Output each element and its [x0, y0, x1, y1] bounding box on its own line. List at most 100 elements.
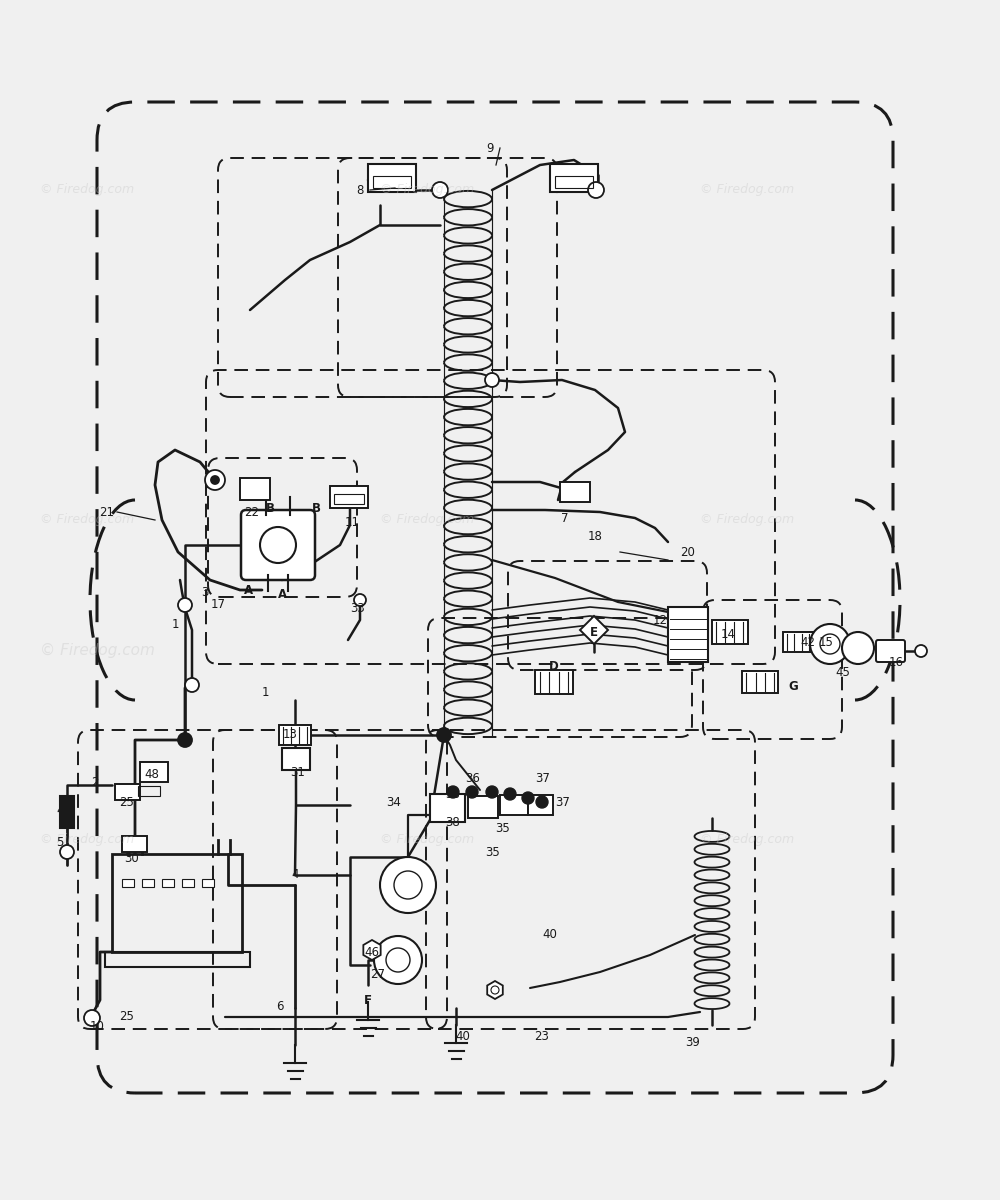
- Text: 4: 4: [56, 804, 64, 816]
- Text: E: E: [590, 625, 598, 638]
- Text: 17: 17: [210, 599, 226, 612]
- Circle shape: [260, 527, 296, 563]
- Bar: [712, 620, 748, 644]
- Text: 11: 11: [344, 516, 360, 528]
- Bar: [142, 878, 154, 887]
- Bar: [535, 670, 573, 694]
- Text: 4: 4: [291, 869, 299, 882]
- Text: A: A: [277, 588, 287, 601]
- Bar: [162, 878, 174, 887]
- Bar: [555, 176, 593, 188]
- Circle shape: [60, 845, 74, 859]
- Text: 48: 48: [145, 768, 159, 781]
- Circle shape: [386, 948, 410, 972]
- Bar: [528, 794, 553, 815]
- Bar: [60, 796, 74, 828]
- Text: 16: 16: [889, 655, 904, 668]
- Bar: [202, 878, 214, 887]
- Bar: [550, 164, 598, 192]
- Text: 37: 37: [556, 796, 570, 809]
- Circle shape: [178, 598, 192, 612]
- Text: 30: 30: [125, 852, 139, 864]
- Circle shape: [820, 634, 840, 654]
- Bar: [279, 725, 311, 745]
- Text: 27: 27: [370, 968, 386, 982]
- Text: 40: 40: [456, 1031, 470, 1044]
- Text: 35: 35: [486, 846, 500, 858]
- Bar: [105, 952, 250, 967]
- Text: B: B: [312, 502, 320, 515]
- Circle shape: [211, 476, 219, 484]
- Text: 22: 22: [244, 505, 260, 518]
- Circle shape: [466, 786, 478, 798]
- Text: © Firedog.com: © Firedog.com: [700, 834, 794, 846]
- Circle shape: [842, 632, 874, 664]
- Circle shape: [437, 728, 451, 742]
- Circle shape: [915, 646, 927, 658]
- Text: 9: 9: [486, 142, 494, 155]
- Bar: [430, 794, 465, 822]
- Text: 6: 6: [276, 1001, 284, 1014]
- Text: 36: 36: [466, 772, 480, 785]
- Text: 37: 37: [536, 772, 550, 785]
- Text: 25: 25: [120, 1010, 134, 1024]
- Bar: [368, 164, 416, 192]
- FancyBboxPatch shape: [876, 640, 905, 662]
- Bar: [140, 762, 168, 782]
- Bar: [373, 176, 411, 188]
- Circle shape: [178, 733, 192, 746]
- Circle shape: [432, 182, 448, 198]
- Text: 18: 18: [588, 530, 602, 544]
- Text: 23: 23: [535, 1031, 549, 1044]
- Circle shape: [394, 871, 422, 899]
- Text: D: D: [549, 660, 559, 673]
- Text: F: F: [364, 994, 372, 1007]
- Text: 2: 2: [91, 775, 99, 788]
- Bar: [330, 486, 368, 508]
- Circle shape: [205, 470, 225, 490]
- Text: 35: 35: [496, 822, 510, 834]
- Circle shape: [380, 857, 436, 913]
- Circle shape: [354, 594, 366, 606]
- Circle shape: [588, 182, 604, 198]
- Text: 45: 45: [836, 666, 850, 678]
- Bar: [560, 482, 590, 502]
- Bar: [122, 836, 147, 852]
- Text: 39: 39: [686, 1037, 700, 1050]
- Circle shape: [491, 986, 499, 994]
- Text: 31: 31: [291, 766, 305, 779]
- Text: 7: 7: [561, 511, 569, 524]
- Text: © Firedog.com: © Firedog.com: [380, 514, 474, 527]
- Text: © Firedog.com: © Firedog.com: [40, 184, 134, 197]
- Text: 46: 46: [364, 946, 380, 959]
- Text: A: A: [243, 583, 253, 596]
- Bar: [742, 671, 778, 692]
- Text: © Firedog.com: © Firedog.com: [700, 184, 794, 197]
- Text: G: G: [788, 680, 798, 694]
- Circle shape: [485, 373, 499, 386]
- Circle shape: [84, 1010, 100, 1026]
- Text: © Firedog.com: © Firedog.com: [380, 184, 474, 197]
- Bar: [182, 878, 194, 887]
- Text: 1: 1: [261, 685, 269, 698]
- Text: 21: 21: [100, 505, 114, 518]
- Text: 42: 42: [800, 636, 816, 648]
- Text: © Firedog.com: © Firedog.com: [700, 514, 794, 527]
- FancyBboxPatch shape: [241, 510, 315, 580]
- Text: 34: 34: [387, 796, 401, 809]
- Text: 33: 33: [351, 601, 365, 614]
- Bar: [122, 878, 134, 887]
- Text: 14: 14: [720, 629, 736, 642]
- Text: © Firedog.com: © Firedog.com: [40, 514, 134, 527]
- Text: 8: 8: [356, 184, 364, 197]
- Bar: [668, 607, 708, 662]
- Bar: [282, 748, 310, 770]
- Bar: [138, 786, 160, 796]
- Circle shape: [447, 786, 459, 798]
- Circle shape: [810, 624, 850, 664]
- Circle shape: [504, 788, 516, 800]
- Bar: [115, 784, 140, 800]
- Text: 20: 20: [681, 546, 695, 559]
- Text: © Firedog.com: © Firedog.com: [40, 642, 155, 658]
- Circle shape: [374, 936, 422, 984]
